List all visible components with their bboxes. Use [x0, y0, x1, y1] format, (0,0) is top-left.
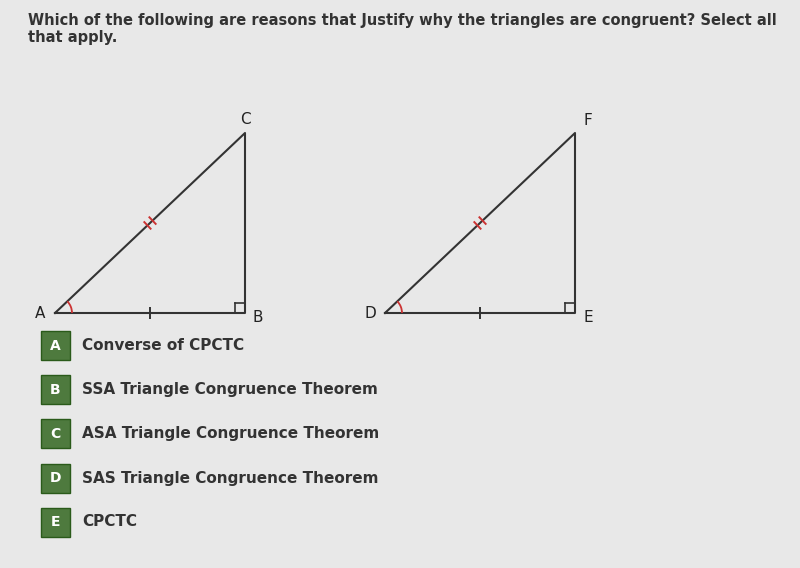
Text: E: E [50, 515, 60, 529]
Text: SAS Triangle Congruence Theorem: SAS Triangle Congruence Theorem [82, 470, 378, 486]
FancyBboxPatch shape [41, 332, 70, 361]
Text: SSA Triangle Congruence Theorem: SSA Triangle Congruence Theorem [82, 382, 378, 398]
FancyBboxPatch shape [41, 507, 70, 537]
Text: A: A [35, 306, 45, 320]
Text: F: F [584, 114, 592, 128]
FancyBboxPatch shape [41, 463, 70, 492]
FancyBboxPatch shape [41, 375, 70, 404]
Text: Which of the following are reasons that Justify why the triangles are congruent?: Which of the following are reasons that … [28, 13, 777, 28]
Text: CPCTC: CPCTC [82, 515, 137, 529]
Text: B: B [50, 383, 61, 397]
Text: C: C [240, 111, 250, 127]
Text: ASA Triangle Congruence Theorem: ASA Triangle Congruence Theorem [82, 427, 379, 441]
Text: C: C [50, 427, 61, 441]
Text: B: B [253, 311, 263, 325]
Text: A: A [50, 339, 61, 353]
FancyBboxPatch shape [41, 420, 70, 449]
Text: Converse of CPCTC: Converse of CPCTC [82, 339, 244, 353]
Text: E: E [583, 311, 593, 325]
Text: D: D [50, 471, 62, 485]
Text: D: D [364, 306, 376, 320]
Text: that apply.: that apply. [28, 30, 118, 45]
